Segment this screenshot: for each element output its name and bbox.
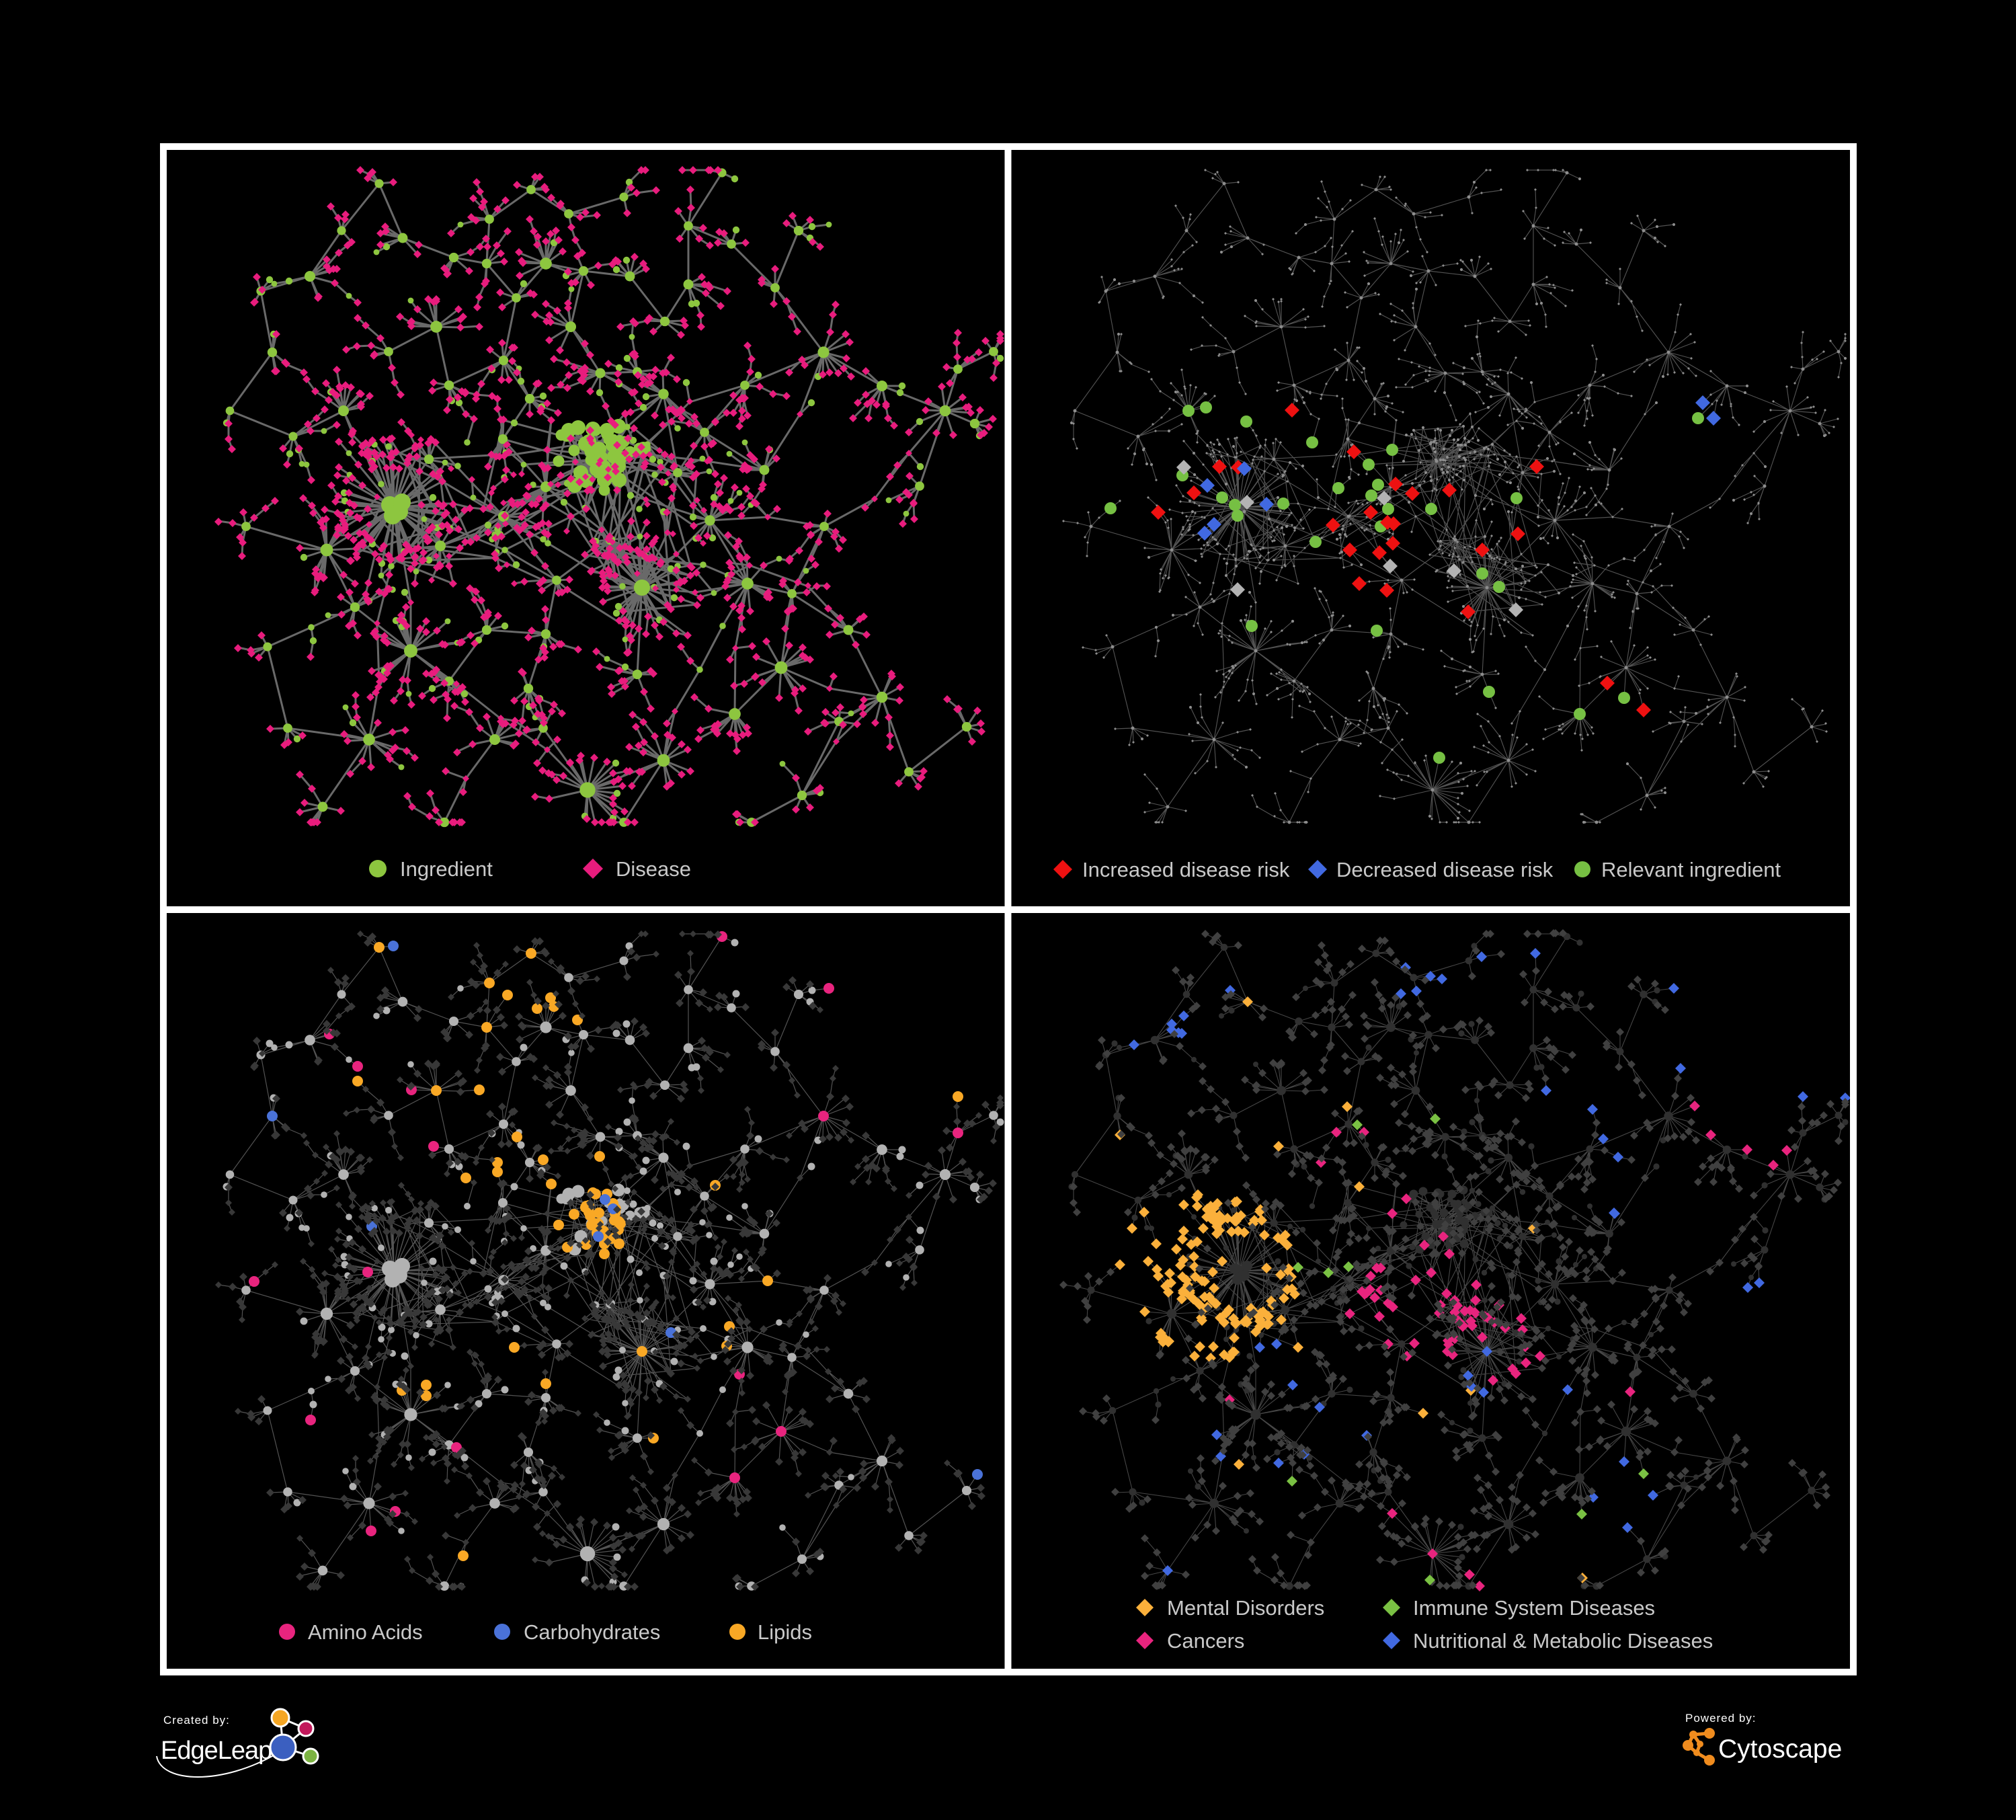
svg-text:Decreased disease risk: Decreased disease risk bbox=[1336, 858, 1554, 881]
svg-text:Lipids: Lipids bbox=[758, 1620, 812, 1644]
svg-text:Ingredient: Ingredient bbox=[400, 857, 493, 881]
svg-text:EdgeLeap: EdgeLeap bbox=[161, 1737, 272, 1765]
svg-text:Amino Acids: Amino Acids bbox=[308, 1620, 423, 1644]
svg-text:Relevant ingredient: Relevant ingredient bbox=[1601, 858, 1781, 881]
svg-text:Carbohydrates: Carbohydrates bbox=[524, 1620, 660, 1644]
svg-text:Created by:: Created by: bbox=[163, 1714, 230, 1727]
svg-text:Nutritional & Metabolic Diseas: Nutritional & Metabolic Diseases bbox=[1413, 1629, 1713, 1653]
svg-text:Increased disease risk: Increased disease risk bbox=[1082, 858, 1290, 881]
svg-text:Disease: Disease bbox=[616, 857, 691, 881]
svg-text:Powered by:: Powered by: bbox=[1685, 1712, 1757, 1725]
svg-text:Immune System Diseases: Immune System Diseases bbox=[1413, 1596, 1655, 1620]
svg-text:Mental Disorders: Mental Disorders bbox=[1167, 1596, 1324, 1620]
svg-text:Cytoscape: Cytoscape bbox=[1718, 1735, 1842, 1764]
svg-text:Cancers: Cancers bbox=[1167, 1629, 1244, 1653]
